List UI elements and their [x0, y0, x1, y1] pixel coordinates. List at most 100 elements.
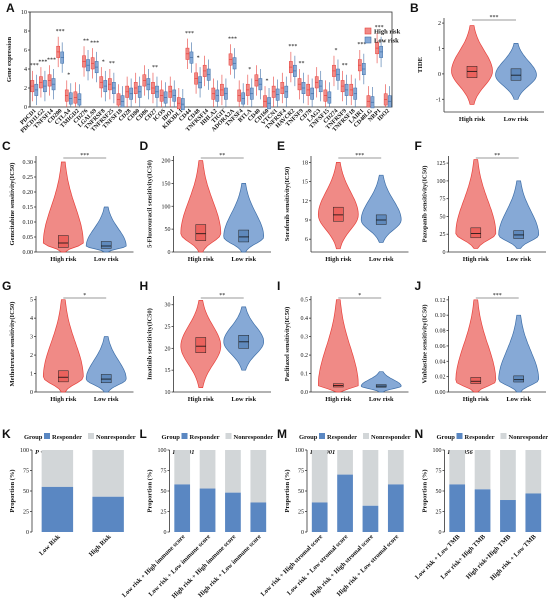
bar-responder — [174, 484, 191, 532]
panel-label-c: C — [2, 139, 11, 153]
significance-mark: * — [67, 73, 70, 79]
panel-c-xtick-label: High risk — [50, 256, 77, 263]
violin-low — [498, 314, 540, 393]
panel-b-ytick-label: 2 — [438, 21, 441, 27]
bar-responder — [387, 484, 404, 532]
significance-mark: ** — [219, 293, 225, 299]
significance-mark: *** — [493, 293, 502, 299]
panel-l-ytick-label: 25 — [161, 510, 167, 516]
panel-h-xtick-label: Low risk — [231, 396, 256, 403]
legend-label-responder: Responder — [327, 434, 357, 441]
significance-mark: * — [266, 78, 269, 84]
panel-n-ytick-label: 50 — [436, 489, 442, 495]
panel-c: 0.00 0.05 0.10 0.15 0.20 0.25 0.30 Gemcitabine … — [9, 153, 134, 263]
panel-j-ytick-label: 0.04 — [435, 359, 446, 365]
legend-swatch-responder — [319, 433, 325, 439]
bar-nonresponder — [92, 450, 124, 497]
significance-mark: *** — [490, 15, 499, 21]
bar-nonresponder — [362, 450, 379, 506]
panel-label-k: K — [2, 427, 11, 441]
legend-swatch-nonresponder — [363, 433, 369, 439]
panel-j-ytick-label: 0.10 — [435, 313, 446, 319]
bar-responder — [311, 502, 328, 532]
panel-i-ytick-label: 0.4 — [301, 316, 309, 322]
violin-box — [58, 235, 69, 248]
bar-nonresponder — [41, 450, 74, 487]
bar-nonresponder — [500, 450, 516, 501]
panel-g-ytick-label: 1 — [30, 372, 33, 378]
panel-e-xtick-label: Low risk — [369, 256, 394, 263]
panel-label-f: F — [415, 139, 422, 153]
panel-j-ytick-label: 0.02 — [435, 375, 446, 381]
panel-a-ytick-label: 4 — [24, 67, 27, 73]
bar-responder — [337, 474, 353, 532]
panel-f-ytick-label: 50 — [440, 214, 446, 220]
violin-low — [85, 206, 127, 253]
panel-a-ytick-label: 2 — [24, 86, 27, 92]
significance-mark: * — [197, 56, 200, 62]
panel-m-ytick-label: 75 — [298, 469, 304, 475]
significance-mark: *** — [185, 31, 194, 37]
significance-mark: ** — [494, 153, 500, 159]
legend-title: Group — [299, 434, 318, 441]
panel-d-ytick-label: 100 — [162, 204, 171, 210]
panel-d-xtick-label: Low risk — [231, 256, 256, 263]
legend-label-high: High risk — [374, 29, 401, 36]
panel-n-xtick-label: High risk + Low TMB — [489, 533, 538, 582]
panel-f: 0 25 50 75 100 125 Pazopanib sensitivity(IC50)… — [422, 153, 546, 263]
panel-k-ytick-label: 100 — [20, 448, 29, 454]
violin-box — [58, 370, 69, 383]
panel-d-xtick-label: High risk — [188, 256, 215, 263]
panel-b: -1 0 1 2 TIDE High risk Low risk *** — [417, 15, 544, 123]
bar-nonresponder — [311, 450, 328, 503]
violin-box — [100, 374, 112, 384]
panel-c-ytick-label: 0.25 — [23, 175, 34, 181]
bar-nonresponder — [199, 450, 216, 489]
panel-j: 0.00 0.02 0.04 0.06 0.08 0.10 0.12 Vinblastine … — [422, 293, 546, 403]
bar-responder — [362, 505, 379, 532]
significance-mark: *** — [56, 29, 65, 35]
bar-responder — [250, 502, 267, 532]
panel-d-ylabel: 5-Fluorouracil sensitivity(IC50) — [147, 160, 154, 248]
panel-m-ytick-label: 50 — [298, 489, 304, 495]
violin-high — [318, 299, 359, 393]
panel-label-i: I — [277, 279, 280, 293]
panel-n-ytick-label: 100 — [433, 448, 442, 454]
legend-label-nonresponder: Nonresponder — [234, 434, 274, 441]
panel-b-xtick-label: High risk — [459, 116, 486, 123]
panel-i-xtick-label: High risk — [325, 396, 352, 403]
panel-b-xtick-label: Low risk — [504, 116, 529, 123]
legend-swatch-nonresponder — [225, 433, 232, 439]
panel-a-ytick-label: 8 — [24, 29, 27, 35]
bar-responder — [500, 500, 516, 532]
panel-label-g: G — [2, 279, 11, 293]
panel-i-ytick-label: 0.3 — [301, 335, 309, 341]
legend-title: Group — [24, 434, 43, 441]
panel-f-ytick-label: 75 — [440, 197, 446, 203]
violin-box — [510, 68, 522, 81]
significance-mark: *** — [30, 63, 39, 69]
panel-l-ytick-label: 75 — [161, 469, 167, 475]
legend-swatch-responder — [44, 433, 50, 439]
legend-label-nonresponder: Nonresponder — [371, 434, 411, 441]
violin-box — [466, 66, 478, 78]
significance-mark: *** — [288, 44, 297, 50]
panel-h-ytick-label: 30 — [165, 303, 171, 309]
panel-b-ytick-label: 0 — [438, 72, 441, 78]
bar-nonresponder — [174, 450, 191, 485]
panel-d-ytick-label: 200 — [162, 159, 171, 165]
panel-i-xtick-label: Low risk — [369, 396, 394, 403]
panel-f-xtick-label: Low risk — [506, 256, 531, 263]
significance-mark: *** — [355, 153, 364, 159]
panel-g: 0 1 2 3 4 5 Methotrexate sensitivity(IC50) High… — [9, 293, 134, 403]
panel-l-ylabel: Proportion (%) — [147, 469, 154, 512]
panel-label-j: J — [415, 279, 422, 293]
violin-high — [317, 162, 359, 250]
panel-l: Group Responder Nonresponder 0 25 50 75 100 Prop… — [121, 433, 273, 600]
significance-mark: * — [248, 67, 251, 73]
panel-h: 10 15 20 25 30 Imatinib sensitivity(IC50) High… — [147, 293, 271, 403]
panel-g-ytick-label: 0 — [30, 390, 33, 396]
significance-mark: * — [102, 59, 105, 65]
panel-c-ytick-label: 0.10 — [23, 220, 34, 226]
